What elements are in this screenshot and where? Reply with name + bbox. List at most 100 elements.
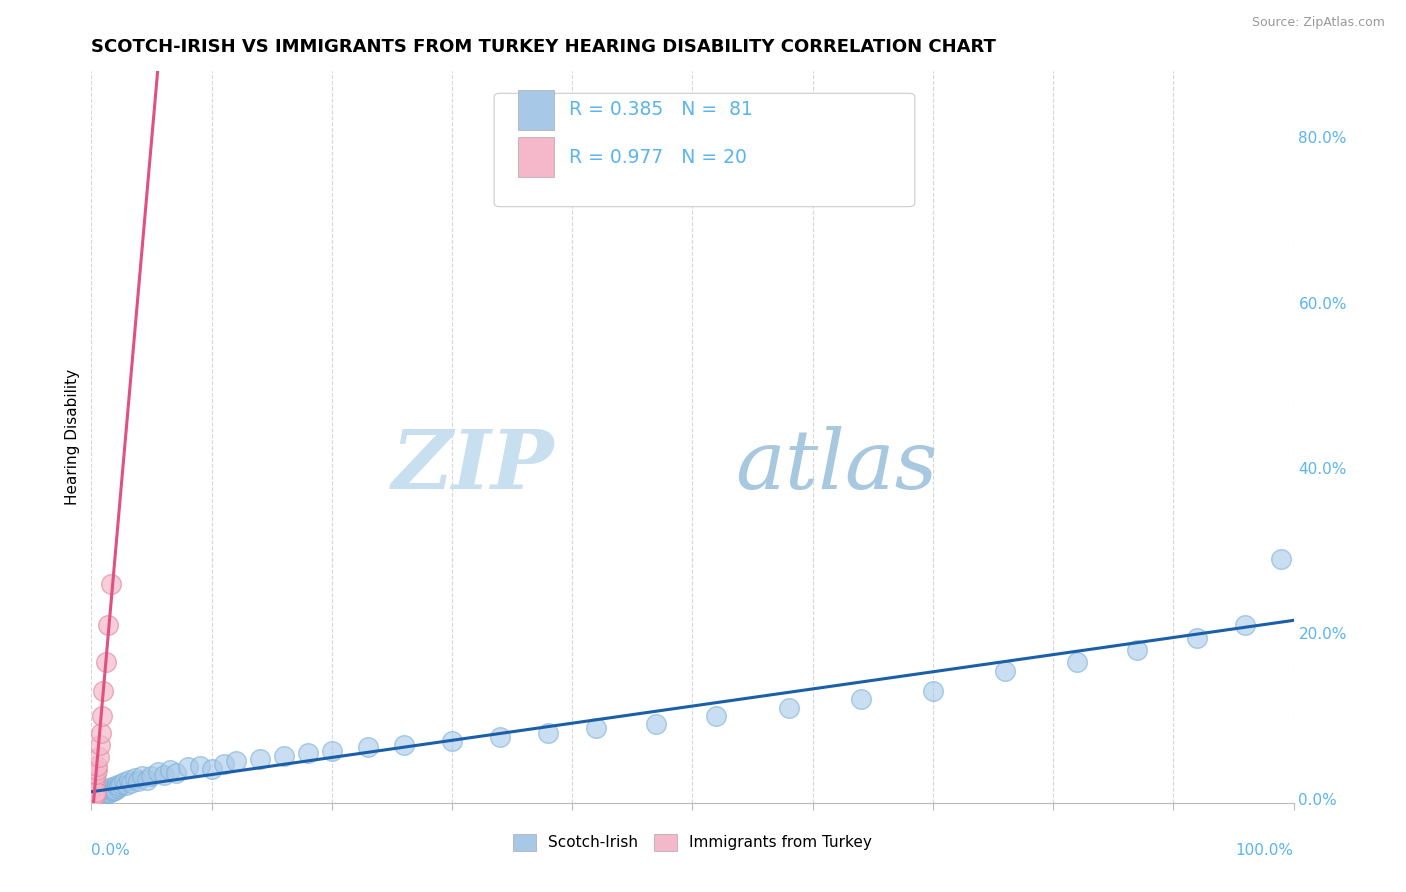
Point (90, 789, 112, 804)
Point (101, 780, 124, 794)
FancyBboxPatch shape (519, 90, 554, 130)
Point (357, 740, 380, 755)
Point (706, 709, 728, 723)
Point (87, 789, 110, 803)
Point (84, 789, 107, 803)
Point (94, 655, 117, 669)
Point (645, 717, 668, 731)
Point (82, 790, 104, 805)
Point (112, 775, 135, 789)
Point (97, 618, 120, 632)
Text: SCOTCH-IRISH VS IMMIGRANTS FROM TURKEY HEARING DISABILITY CORRELATION CHART: SCOTCH-IRISH VS IMMIGRANTS FROM TURKEY H… (91, 38, 997, 56)
Point (440, 734, 463, 748)
Point (135, 772, 157, 787)
Point (84, 787, 107, 801)
Point (176, 760, 198, 774)
Y-axis label: Hearing Disability: Hearing Disability (65, 369, 80, 505)
Point (82, 789, 104, 804)
Point (84, 775, 107, 789)
Point (585, 722, 607, 736)
Point (1234, 618, 1257, 632)
Point (96, 785, 118, 799)
FancyBboxPatch shape (519, 137, 554, 178)
Point (849, 692, 872, 706)
Point (152, 767, 174, 781)
Point (96, 781, 118, 796)
Point (201, 762, 224, 776)
Point (1270, 552, 1292, 566)
Text: 100.0%: 100.0% (1236, 843, 1294, 858)
Text: ZIP: ZIP (392, 426, 554, 507)
Point (84, 789, 107, 803)
Point (94, 784, 117, 798)
Point (146, 765, 169, 780)
Point (82, 790, 104, 805)
Point (922, 684, 945, 698)
Point (994, 664, 1017, 678)
Point (110, 777, 132, 791)
Legend: Scotch-Irish, Immigrants from Turkey: Scotch-Irish, Immigrants from Turkey (508, 828, 877, 857)
Point (188, 758, 211, 772)
Point (1066, 655, 1088, 669)
Point (489, 730, 512, 744)
Point (83, 777, 105, 791)
Point (83, 790, 105, 805)
Point (778, 700, 800, 714)
FancyBboxPatch shape (494, 94, 915, 207)
Point (98, 780, 121, 795)
Point (91, 709, 114, 723)
Point (101, 784, 124, 798)
Point (90, 784, 112, 798)
Point (87, 786, 110, 800)
Point (98, 786, 121, 800)
Point (120, 776, 142, 790)
Point (90, 725, 112, 739)
Point (83, 790, 105, 805)
Point (89, 785, 111, 799)
Point (392, 738, 415, 752)
Point (107, 780, 129, 795)
Point (537, 725, 560, 739)
Point (97, 783, 120, 797)
Text: R = 0.977   N = 20: R = 0.977 N = 20 (568, 148, 747, 167)
Point (104, 783, 127, 797)
Point (86, 787, 108, 801)
Point (86, 790, 108, 805)
Point (321, 744, 343, 758)
Point (118, 773, 141, 788)
Point (212, 756, 235, 771)
Point (159, 763, 181, 777)
Point (86, 789, 108, 803)
Point (131, 769, 153, 783)
Point (103, 781, 125, 796)
Point (165, 766, 187, 780)
Point (93, 786, 115, 800)
Point (84, 789, 107, 804)
Point (87, 789, 110, 804)
Text: 0.0%: 0.0% (91, 843, 131, 858)
Point (93, 684, 115, 698)
Point (90, 787, 112, 801)
Point (108, 779, 131, 793)
Point (100, 782, 122, 797)
Point (124, 771, 146, 785)
Point (84, 790, 107, 805)
Point (141, 768, 163, 782)
Point (89, 788, 111, 802)
Point (1187, 631, 1209, 645)
Point (84, 767, 107, 781)
Point (87, 750, 110, 764)
Point (91, 786, 114, 800)
Text: Source: ZipAtlas.com: Source: ZipAtlas.com (1251, 16, 1385, 29)
Point (83, 789, 105, 804)
Point (297, 746, 319, 760)
Text: atlas: atlas (735, 426, 938, 507)
Point (84, 785, 107, 799)
Point (94, 787, 117, 801)
Point (249, 752, 271, 766)
Point (83, 779, 105, 793)
Point (86, 763, 108, 777)
Point (91, 783, 114, 797)
Point (93, 782, 115, 797)
Point (93, 788, 115, 802)
